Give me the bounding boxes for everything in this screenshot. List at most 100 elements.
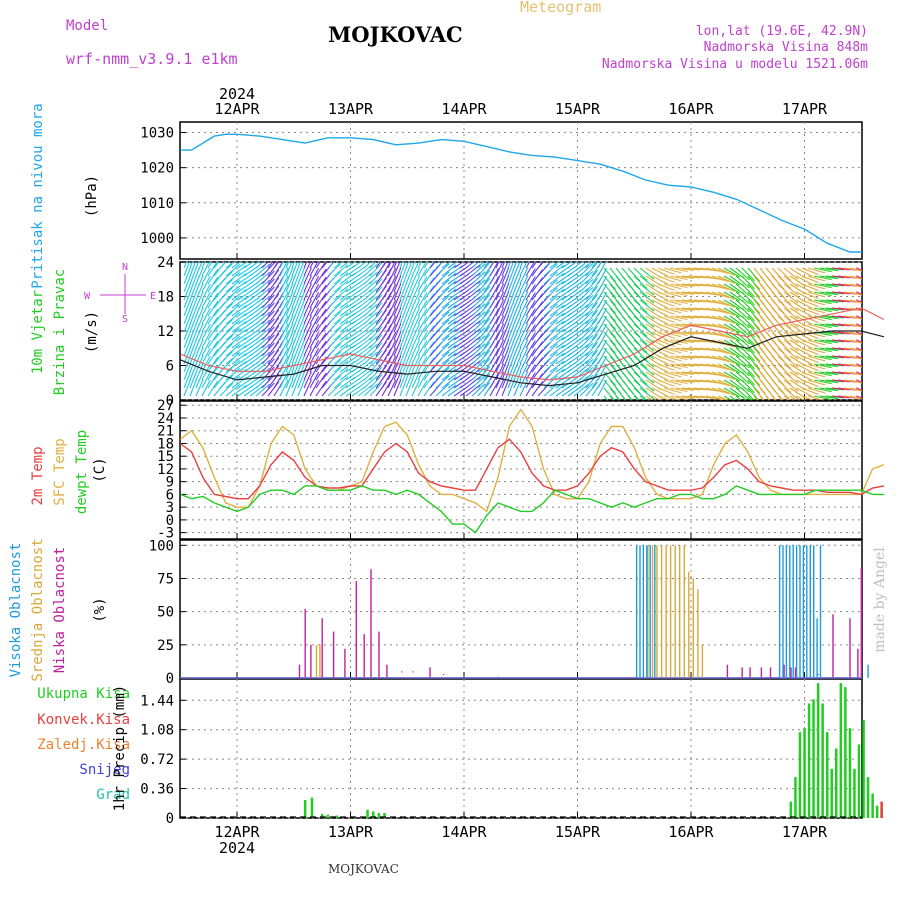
wind-barb [531, 277, 544, 293]
rain-bar [803, 728, 806, 818]
wind-barb [315, 380, 327, 397]
wind-barb [285, 283, 294, 301]
wind-barb [681, 371, 700, 375]
wind-barb [807, 379, 826, 386]
wind-barb [381, 356, 392, 373]
wind-barb [825, 331, 844, 335]
wind-barb [675, 363, 694, 368]
wind-barb [807, 363, 826, 370]
wind-barb [417, 316, 428, 333]
wind-barb [639, 331, 655, 344]
wind-barb [195, 307, 204, 325]
wind-barb [291, 323, 300, 341]
wind-barb [597, 291, 608, 309]
wind-barb [399, 363, 408, 381]
wind-barb [633, 371, 648, 385]
wind-barb [531, 269, 544, 285]
wind-barb [381, 284, 392, 301]
wind-barb [471, 335, 486, 349]
wind-barb [207, 356, 219, 373]
wind-barb [669, 379, 688, 385]
wind-barb [849, 331, 862, 336]
wind-barb [435, 311, 450, 325]
wind-barb [633, 275, 648, 289]
wind-barb [849, 291, 862, 296]
wind-barb [279, 267, 289, 285]
wind-barb [309, 299, 320, 317]
wind-barb [783, 267, 799, 280]
cloud-mid-bar [679, 545, 681, 678]
pressure-line [180, 133, 862, 253]
wind-barb [669, 291, 688, 297]
wind-barb [801, 379, 819, 388]
wind-barb [183, 283, 192, 301]
wind-barb [387, 379, 397, 397]
wind-barb [411, 267, 421, 285]
wind-barb [747, 339, 761, 354]
wind-barb [681, 267, 700, 271]
cloud-high-bar [792, 545, 794, 678]
wind-barb [639, 267, 655, 280]
wind-barb [441, 304, 457, 317]
wind-barb [315, 262, 327, 277]
wind-barb [405, 315, 414, 333]
wind-barb [501, 299, 510, 317]
wind-barb [597, 323, 608, 341]
wind-barb [849, 315, 862, 320]
wind-barb [783, 307, 799, 320]
wind-barb [633, 363, 648, 377]
wind-barb [627, 355, 641, 370]
wind-barb [855, 323, 862, 327]
wind-barb [597, 299, 608, 317]
wind-barb [783, 283, 799, 296]
wind-barb [663, 275, 682, 282]
wind-barb [555, 262, 566, 269]
wind-barb [411, 307, 421, 325]
wind-barb [303, 262, 311, 277]
wind-barb [639, 363, 655, 376]
wind-barb [387, 339, 397, 357]
wind-barb [255, 359, 270, 373]
wind-barb [207, 276, 219, 293]
day-label-top: 15APR [555, 100, 601, 118]
wind-barb [675, 379, 694, 384]
cloud-low-bar [817, 674, 819, 675]
wind-barb [327, 271, 342, 285]
wind-barb [525, 340, 536, 357]
wind-barb [663, 363, 682, 370]
wind-barb [579, 271, 594, 285]
wind-barb [465, 344, 481, 357]
wind-barb [201, 262, 206, 269]
wind-barb [531, 262, 538, 269]
wind-barb [267, 293, 280, 309]
wind-barb [711, 283, 730, 291]
wind-barb [393, 315, 402, 333]
wind-barb [495, 371, 505, 389]
wind-barb [519, 355, 529, 373]
cloud-low-bar [849, 618, 851, 678]
y-tick-label: 27 [157, 398, 174, 414]
wind-barb [735, 299, 750, 313]
wind-barb [705, 283, 724, 289]
wind-barb [411, 379, 421, 397]
wind-barb [639, 323, 655, 336]
wind-barb [747, 275, 761, 290]
wind-barb [603, 291, 617, 307]
wind-barb [711, 355, 730, 363]
wind-barb [681, 379, 700, 383]
wind-barb [465, 360, 481, 373]
wind-barb [705, 371, 724, 377]
wind-barb [393, 323, 402, 341]
wind-barb [651, 315, 669, 325]
wind-barb [543, 327, 558, 341]
wind-barb [579, 351, 594, 365]
wind-barb [291, 307, 300, 325]
wind-barb [519, 307, 529, 325]
wind-barb [207, 262, 213, 269]
cloud-low-bar [741, 667, 743, 678]
wind-barb [441, 336, 457, 349]
wind-barb [369, 270, 383, 285]
wind-barb [819, 363, 838, 368]
wind-barb [651, 275, 669, 285]
wind-barb [249, 360, 265, 373]
